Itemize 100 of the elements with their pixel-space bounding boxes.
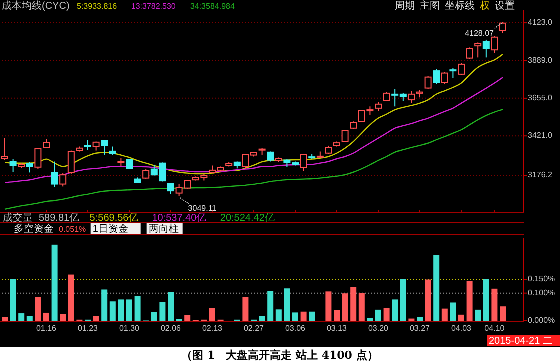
bar — [134, 296, 141, 321]
candlestick — [342, 130, 349, 143]
bar — [242, 297, 249, 321]
bar — [384, 308, 390, 321]
text: 589.81亿 — [39, 213, 80, 224]
bar — [102, 290, 108, 321]
bar — [300, 312, 307, 321]
bar — [2, 317, 8, 321]
bar — [126, 300, 132, 321]
bar — [52, 244, 58, 321]
y-tick-label: 0.150% — [528, 274, 556, 284]
x-tick-label: 02.06 — [160, 324, 182, 333]
x-tick-label: 04.03 — [451, 324, 472, 333]
candlestick — [424, 76, 432, 90]
candlestick — [466, 47, 474, 60]
bar — [342, 294, 348, 321]
bar — [400, 280, 406, 321]
annotation: 4128.07 — [465, 29, 495, 38]
bar — [483, 280, 490, 321]
candlestick — [68, 150, 75, 175]
y-tick-label: 4123.0 — [528, 18, 554, 28]
x-tick-label: 01.16 — [36, 324, 58, 333]
x-tick-label: 01.30 — [119, 324, 140, 333]
candlestick — [433, 68, 440, 85]
bar — [334, 310, 340, 321]
bar — [276, 310, 282, 321]
y-tick-label: 3176.2 — [528, 170, 554, 180]
candlestick — [491, 36, 498, 54]
annotation: 坐标线 — [445, 0, 475, 12]
text: 20:524.42亿 — [220, 213, 275, 224]
y-tick-label: 3655.0 — [528, 94, 554, 103]
candlestick — [26, 162, 34, 174]
bar — [68, 274, 74, 321]
x-tick-label: 03.27 — [410, 324, 431, 333]
bar — [367, 318, 374, 321]
text: 10:537.40亿 — [152, 213, 207, 224]
x-tick-label: 04.10 — [484, 324, 506, 333]
bar — [60, 314, 66, 321]
bar — [18, 314, 25, 321]
text: 34:3584.984 — [190, 2, 236, 11]
candlestick — [450, 68, 457, 79]
bar — [450, 302, 456, 321]
candlestick — [10, 158, 17, 173]
candlestick — [101, 139, 108, 156]
candlestick — [51, 161, 58, 188]
bar — [35, 297, 42, 321]
chart-title: 多空资金 — [14, 223, 54, 235]
bar — [376, 310, 382, 321]
bar — [284, 288, 290, 321]
bar — [118, 300, 124, 321]
bar — [417, 317, 423, 321]
candlestick — [441, 72, 448, 85]
bar — [466, 281, 473, 321]
bar — [168, 292, 174, 321]
bar — [259, 316, 266, 321]
annotation: 设置 — [495, 0, 515, 12]
bar — [442, 308, 448, 321]
bar — [44, 312, 50, 321]
x-tick-label: 03.13 — [326, 324, 348, 333]
bar — [350, 287, 357, 321]
candlestick — [142, 168, 150, 180]
bar — [10, 280, 16, 321]
x-tick-label: 02.27 — [244, 324, 265, 333]
text: 1日资金 — [92, 223, 128, 235]
text: 5:569.56亿 — [90, 213, 139, 224]
text: （图 1 大盘高开高走 站上 4100 点） — [182, 349, 378, 362]
y-tick-label: 0.000% — [528, 316, 556, 326]
bar — [210, 308, 216, 321]
x-tick-label: 02.13 — [202, 324, 224, 333]
bar — [268, 291, 274, 321]
bar — [184, 315, 191, 321]
x-tick-label: 03.20 — [368, 324, 390, 333]
line-series — [4, 77, 504, 184]
bar — [425, 280, 432, 321]
bar — [475, 310, 482, 321]
bar — [160, 302, 166, 321]
bar — [434, 255, 440, 321]
bar — [292, 312, 298, 321]
candlestick — [60, 172, 67, 188]
candlestick — [84, 139, 92, 150]
y-tick-label: 3889.0 — [528, 56, 554, 65]
candlestick — [482, 39, 490, 58]
annotation: 主图 — [420, 0, 440, 12]
bar — [458, 314, 464, 321]
bar — [392, 300, 398, 321]
y-tick-label: 0.100% — [528, 288, 556, 298]
candlestick — [34, 148, 42, 170]
chart-title: 成本均线(CYC) — [2, 0, 70, 12]
line-series — [4, 54, 504, 175]
line-series — [4, 109, 504, 210]
candlestick — [474, 42, 482, 58]
x-tick-label: 01.23 — [78, 324, 99, 333]
annotation: 权 — [479, 0, 490, 12]
bar — [326, 292, 332, 321]
candlestick — [500, 22, 506, 34]
text: 两向柱 — [148, 223, 179, 235]
bar — [492, 288, 498, 321]
bar — [151, 312, 158, 321]
bar — [93, 316, 100, 321]
text: 成交量 — [3, 212, 33, 224]
